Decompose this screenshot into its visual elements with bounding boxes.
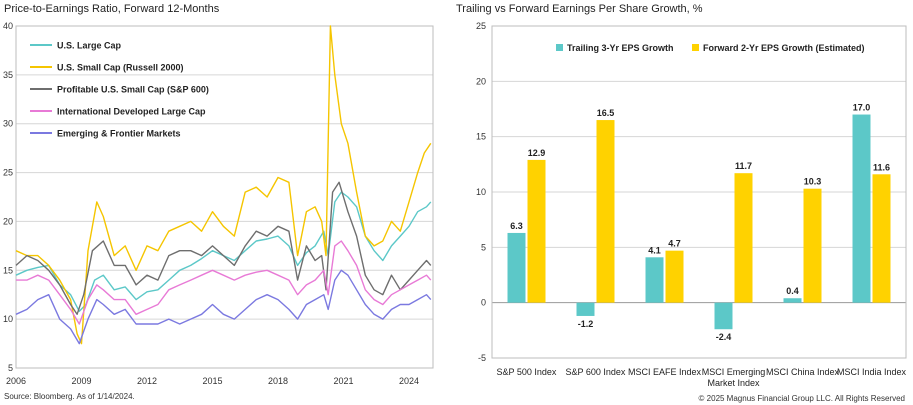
data-label: 4.1 [648, 245, 661, 255]
legend-label: Emerging & Frontier Markets [57, 129, 181, 139]
y-tick-label: 5 [481, 242, 486, 252]
x-tick-label: 2018 [268, 376, 288, 386]
left-chart-title: Price-to-Earnings Ratio, Forward 12-Mont… [4, 3, 220, 15]
series-line [15, 181, 432, 315]
bar [527, 159, 546, 303]
category-label: MSCI China Index [766, 367, 840, 377]
series-line [15, 25, 432, 345]
bar [507, 232, 526, 303]
data-label: 17.0 [853, 103, 871, 113]
category-label: MSCI India Index [837, 367, 907, 377]
data-label: -2.4 [716, 332, 732, 342]
right-chart-title: Trailing vs Forward Earnings Per Share G… [456, 3, 703, 15]
y-tick-label: 10 [3, 314, 13, 324]
legend-label: U.S. Large Cap [57, 41, 122, 51]
legend-label: U.S. Small Cap (Russell 2000) [57, 63, 184, 73]
bar [645, 257, 664, 303]
y-tick-label: 20 [476, 76, 486, 86]
plot-frame [15, 25, 434, 369]
plot-frame [491, 25, 907, 359]
y-tick-label: 25 [3, 168, 13, 178]
copyright-note: © 2025 Magnus Financial Group LLC. All R… [698, 394, 905, 403]
x-tick-label: 2024 [399, 376, 419, 386]
y-tick-label: 5 [8, 363, 13, 373]
y-tick-label: 30 [3, 119, 13, 129]
y-tick-label: 15 [3, 265, 13, 275]
category-label: MSCI EAFE Index [628, 367, 702, 377]
pe-ratio-chart: 5 10 15 20 25 30 35 40 2006 2009 2012 2015 2018 2021 2… [3, 21, 434, 386]
series-line [15, 269, 432, 345]
y-tick-label: 10 [476, 187, 486, 197]
y-tick-label: 15 [476, 132, 486, 142]
legend-label: Forward 2-Yr EPS Growth (Estimated) [703, 43, 865, 53]
x-tick-label: 2012 [137, 376, 157, 386]
category-label: Market Index [707, 378, 760, 388]
bar [596, 120, 615, 303]
category-label: S&P 500 Index [497, 367, 557, 377]
legend-label: Trailing 3-Yr EPS Growth [567, 43, 674, 53]
bar [734, 173, 753, 303]
x-tick-label: 2015 [202, 376, 222, 386]
x-tick-label: 2021 [333, 376, 353, 386]
bar [852, 114, 871, 303]
category-label: MSCI Emerging [702, 367, 766, 377]
bar [803, 188, 822, 303]
y-tick-label: 25 [476, 21, 486, 31]
data-label: 0.4 [786, 286, 799, 296]
legend-label: International Developed Large Cap [57, 107, 206, 117]
x-tick-label: 2006 [6, 376, 26, 386]
bar [783, 298, 802, 303]
data-label: 10.3 [804, 177, 822, 187]
data-label: 12.9 [528, 148, 546, 158]
y-tick-label: -5 [478, 353, 486, 363]
legend-swatch [692, 44, 699, 51]
bar [576, 302, 595, 316]
data-label: 11.6 [873, 162, 890, 172]
y-tick-label: 40 [3, 21, 13, 31]
data-label: -1.2 [578, 319, 594, 329]
bar [872, 174, 891, 303]
y-tick-label: 35 [3, 70, 13, 80]
legend-swatch [556, 44, 563, 51]
data-label: 6.3 [510, 221, 523, 231]
x-tick-label: 2009 [71, 376, 91, 386]
bar [665, 250, 684, 303]
data-label: 11.7 [735, 161, 752, 171]
series-line [15, 191, 432, 312]
legend-label: Profitable U.S. Small Cap (S&P 600) [57, 85, 209, 95]
source-note: Source: Bloomberg. As of 1/14/2024. [4, 392, 135, 401]
data-label: 16.5 [597, 108, 615, 118]
bar [714, 302, 733, 330]
category-label: S&P 600 Index [566, 367, 626, 377]
series-line [16, 240, 432, 325]
data-label: 4.7 [668, 239, 681, 249]
eps-growth-chart: -5 0 5 10 15 20 25 6.3 12.9 S&P 500 Index -1.2 16.5… [476, 21, 907, 388]
y-tick-label: 0 [481, 298, 486, 308]
y-tick-label: 20 [3, 216, 13, 226]
